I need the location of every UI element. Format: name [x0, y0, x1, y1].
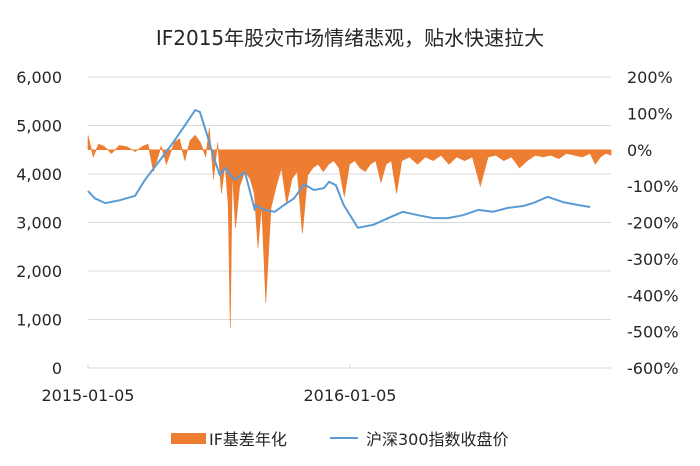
right-axis-tick-label: 100% [627, 104, 673, 123]
left-axis-tick-label: 3,000 [16, 214, 62, 233]
right-axis-ticks: -600% -500% -400% -300% -200% -100% 0% 100% 200% [627, 68, 679, 378]
right-axis-tick-label: -200% [627, 214, 679, 233]
right-axis-tick-label: -600% [627, 359, 679, 378]
gridlines [87, 76, 611, 369]
left-axis-tick-label: 1,000 [16, 311, 62, 330]
csi300-line-series [87, 109, 591, 229]
orange-area-swatch-icon [171, 432, 206, 444]
right-axis-tick-label: 0% [627, 141, 652, 160]
legend: IF基差年化 沪深300指数收盘价 [0, 424, 700, 452]
left-axis-tick-label: 0 [52, 359, 62, 378]
legend-label-index: 沪深300指数收盘价 [366, 430, 509, 449]
left-axis-ticks: 0 1,000 2,000 3,000 4,000 5,000 6,000 [16, 68, 62, 378]
right-axis-tick-label: -400% [627, 286, 679, 305]
blue-line-swatch-icon [330, 437, 358, 439]
x-axis-ticks: 2015-01-05 2016-01-05 [42, 386, 397, 405]
legend-label-basis: IF基差年化 [209, 430, 287, 449]
right-axis-tick-label: -300% [627, 250, 679, 269]
basis-area-series [87, 127, 612, 329]
left-axis-tick-label: 5,000 [16, 117, 62, 136]
legend-item-basis: IF基差年化 [171, 424, 287, 452]
chart-title: IF2015年股灾市场情绪悲观，贴水快速拉大 [155, 26, 545, 50]
x-axis-tick-label: 2015-01-05 [42, 386, 135, 405]
left-axis-tick-label: 2,000 [16, 262, 62, 281]
left-axis-tick-label: 4,000 [16, 165, 62, 184]
left-axis-tick-label: 6,000 [16, 68, 62, 87]
x-axis-tick-label: 2016-01-05 [304, 386, 397, 405]
right-axis-tick-label: -500% [627, 323, 679, 342]
legend-item-index: 沪深300指数收盘价 [330, 424, 509, 452]
right-axis-tick-label: 200% [627, 68, 673, 87]
right-axis-tick-label: -100% [627, 177, 679, 196]
